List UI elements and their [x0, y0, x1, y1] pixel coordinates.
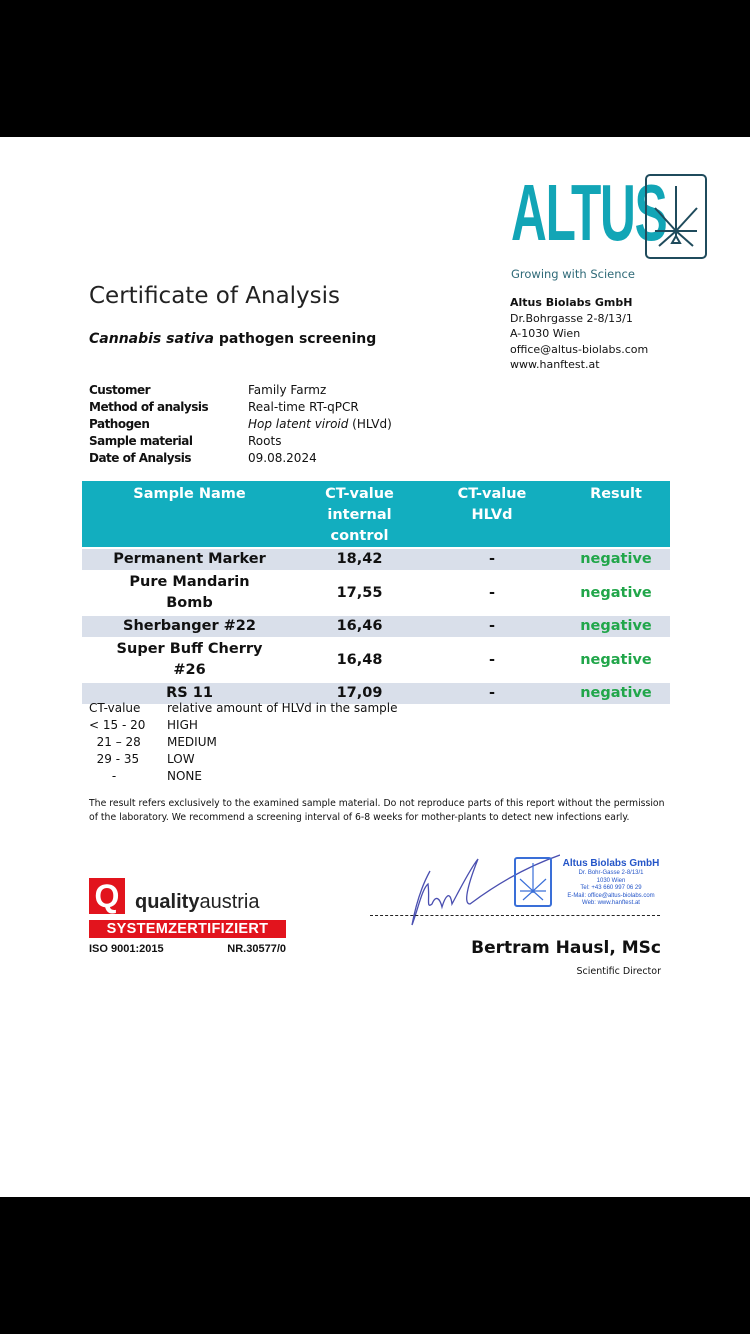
- address-city: A-1030 Wien: [510, 327, 581, 340]
- info-value: Roots: [248, 434, 282, 448]
- table-row: RS 11 17,09- negative: [82, 681, 670, 704]
- sample-name: RS 11: [82, 681, 297, 704]
- company-name: Altus Biolabs GmbH: [510, 296, 633, 309]
- result: negative: [562, 547, 670, 571]
- sample-name: Pure Mandarin Bomb: [82, 570, 297, 615]
- info-value: Hop latent viroid (HLVd): [248, 416, 392, 433]
- sample-name: Sherbanger #22: [82, 614, 297, 638]
- stamp-line: Dr. Bohr-Gasse 2-8/13/1: [578, 870, 644, 876]
- ct-hlvd: -: [422, 547, 562, 571]
- stamp-line: Tel: +43 660 997 06 29: [580, 885, 642, 891]
- info-section: Customer Family Farmz Method of analysis R…: [89, 382, 392, 467]
- header-sample-name: Sample Name: [82, 481, 297, 548]
- ct-control: 18,42: [297, 547, 422, 571]
- legend-key: < 15 - 20: [89, 718, 146, 732]
- page-title: Certificate of Analysis: [89, 283, 341, 309]
- ct-legend: CT-value relative amount of HLVd in the s…: [89, 700, 398, 785]
- cannabis-leaf-icon: [645, 174, 707, 259]
- results-table: Sample Name CT-value internal control CT…: [82, 481, 670, 704]
- info-value: Real-time RT-qPCR: [248, 400, 359, 414]
- info-value: Family Farmz: [248, 383, 327, 397]
- legend-key: 29 - 35: [89, 752, 140, 766]
- header-ct-control: CT-value internal control: [297, 481, 422, 548]
- result: negative: [562, 637, 670, 682]
- legend-key: -: [89, 769, 117, 783]
- info-label: Customer: [89, 383, 151, 397]
- table-row: Super Buff Cherry #26 16,48- negative: [82, 637, 670, 682]
- legend-key: CT-value: [89, 701, 141, 715]
- ct-hlvd: -: [422, 570, 562, 615]
- info-label: Date of Analysis: [89, 451, 192, 465]
- quality-austria-logo: Q qualityaustria SYSTEMZERTIFIZIERT ISO …: [89, 878, 286, 956]
- ct-control: 17,55: [297, 570, 422, 615]
- company-stamp: Altus Biolabs GmbH Dr. Bohr-Gasse 2-8/13…: [556, 858, 666, 908]
- page-subtitle: Cannabis sativa pathogen screening: [89, 331, 376, 347]
- legend-value: HIGH: [167, 718, 198, 732]
- result: negative: [562, 614, 670, 638]
- header-ct-hlvd: CT-value HLVd: [422, 481, 562, 548]
- stamp-leaf-icon: [514, 857, 552, 907]
- species-name: Cannabis sativa: [89, 331, 214, 347]
- legend-key: 21 – 28: [89, 735, 141, 749]
- tagline: Growing with Science: [511, 267, 635, 281]
- result: negative: [562, 681, 670, 704]
- info-label: Method of analysis: [89, 400, 209, 414]
- ct-hlvd: -: [422, 637, 562, 682]
- ct-hlvd: -: [422, 681, 562, 704]
- stamp-line: Web: www.hanftest.at: [582, 900, 640, 906]
- info-label: Pathogen: [89, 417, 150, 431]
- company-address: Altus Biolabs GmbH Dr.Bohrgasse 2-8/13/1…: [510, 295, 648, 373]
- info-value: 09.08.2024: [248, 451, 317, 465]
- table-row: Permanent Marker 18,42- negative: [82, 547, 670, 571]
- cert-number: NR.30577/0: [227, 943, 286, 955]
- ct-control: 16,46: [297, 614, 422, 638]
- website-link[interactable]: www.hanftest.at: [510, 358, 600, 371]
- header-result: Result: [562, 481, 670, 548]
- iso-label: ISO 9001:2015: [89, 943, 164, 955]
- signature-line: [370, 915, 660, 916]
- qa-banner: SYSTEMZERTIFIZIERT: [89, 920, 286, 938]
- legend-value: LOW: [167, 752, 195, 766]
- table-row: Sherbanger #22 16,46- negative: [82, 614, 670, 638]
- qa-brand-bold: quality: [135, 891, 200, 913]
- ct-control: 16,48: [297, 637, 422, 682]
- address-street: Dr.Bohrgasse 2-8/13/1: [510, 311, 633, 325]
- table-row: Pure Mandarin Bomb 17,55- negative: [82, 570, 670, 615]
- stamp-company: Altus Biolabs GmbH: [562, 858, 660, 869]
- subtitle-text: pathogen screening: [213, 331, 377, 347]
- stamp-line: 1030 Wien: [596, 877, 626, 884]
- signatory-role: Scientific Director: [576, 966, 661, 977]
- result: negative: [562, 570, 670, 615]
- sample-name: Super Buff Cherry #26: [82, 637, 297, 682]
- q-icon: Q: [89, 878, 125, 914]
- legend-value: NONE: [167, 769, 202, 783]
- pathogen-abbr: (HLVd): [348, 417, 392, 431]
- ct-hlvd: -: [422, 614, 562, 638]
- stamp-line: E-Mail: office@altus-biolabs.com: [567, 892, 655, 899]
- qa-brand-rest: austria: [199, 891, 260, 913]
- signature: [411, 854, 560, 926]
- ct-control: 17,09: [297, 681, 422, 704]
- legend-value: MEDIUM: [167, 735, 217, 749]
- pathogen-name: Hop latent viroid: [248, 417, 349, 431]
- certificate-page: ALTUS Growing with Science Altus Biolabs…: [0, 137, 750, 1197]
- legend-value: relative amount of HLVd in the sample: [167, 701, 398, 715]
- sample-name: Permanent Marker: [82, 547, 297, 571]
- email-link[interactable]: office@altus-biolabs.com: [510, 342, 649, 356]
- info-label: Sample material: [89, 434, 193, 448]
- signatory-name: Bertram Hausl, MSc: [471, 938, 661, 958]
- disclaimer: The result refers exclusively to the exa…: [89, 798, 665, 823]
- altus-logo: ALTUS: [511, 168, 668, 257]
